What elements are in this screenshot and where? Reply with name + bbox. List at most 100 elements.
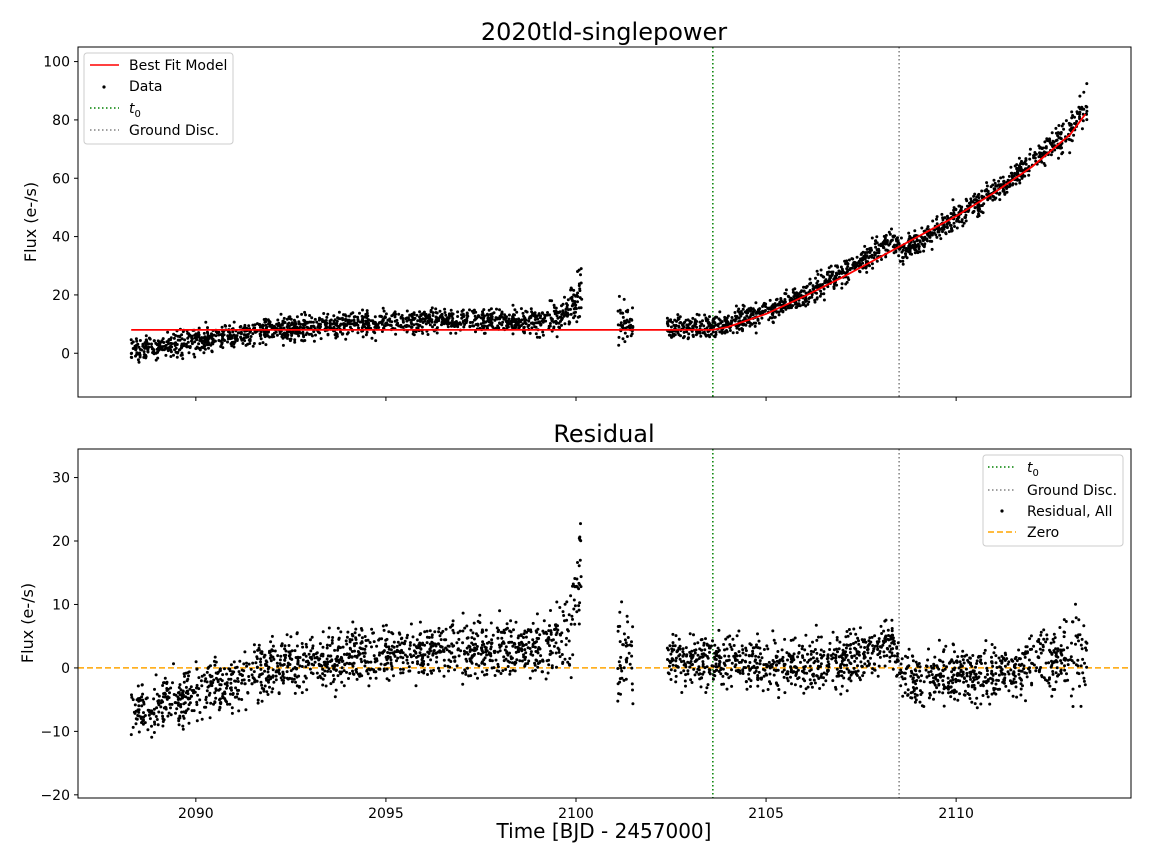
residual-point (470, 636, 474, 640)
data-point (917, 247, 921, 251)
residual-point (527, 629, 531, 632)
data-point (569, 312, 573, 316)
data-point (677, 317, 681, 321)
data-point (757, 321, 761, 325)
data-point (502, 317, 506, 321)
top-ytick-label: 0 (61, 346, 70, 362)
data-point (1010, 174, 1014, 178)
residual-point (152, 697, 156, 701)
data-point (666, 324, 670, 328)
data-point (679, 321, 683, 324)
residual-point (520, 659, 524, 663)
data-point (265, 333, 269, 337)
residual-point (803, 679, 807, 683)
data-point (304, 313, 307, 317)
data-point (511, 332, 515, 336)
data-point (833, 276, 837, 280)
data-point (908, 242, 912, 246)
data-point (904, 252, 907, 256)
residual-point (464, 672, 468, 676)
data-point (1028, 147, 1032, 151)
data-point (930, 239, 934, 243)
residual-point (329, 682, 333, 686)
residual-point (141, 715, 145, 719)
data-point (796, 293, 800, 297)
residual-point (150, 724, 153, 728)
residual-point (518, 659, 522, 663)
residual-point (237, 709, 241, 713)
residual-point (153, 687, 156, 691)
residual-point (347, 677, 350, 680)
data-point (900, 250, 904, 254)
residual-point (831, 652, 835, 656)
data-point (528, 331, 532, 335)
residual-point (499, 672, 503, 675)
data-point (808, 277, 812, 281)
data-point (261, 341, 265, 345)
data-point (920, 226, 924, 230)
data-point (576, 295, 580, 298)
data-point (1043, 164, 1047, 167)
data-point (181, 330, 185, 334)
residual-point (183, 701, 187, 705)
residual-point (983, 661, 987, 665)
residual-point (619, 666, 623, 670)
data-point (295, 325, 299, 329)
residual-point (406, 661, 410, 665)
data-point (1051, 144, 1054, 148)
data-point (258, 332, 262, 336)
residual-point (451, 628, 455, 632)
residual-point (271, 687, 275, 691)
residual-point (958, 692, 962, 696)
data-point (515, 310, 519, 314)
residual-point (482, 642, 486, 646)
residual-point (831, 679, 835, 683)
residual-point (247, 662, 251, 666)
residual-point (1082, 624, 1086, 628)
residual-point (1079, 704, 1083, 708)
data-point (757, 309, 761, 313)
top-legend-box (83, 52, 234, 145)
residual-point (363, 659, 367, 663)
residual-point (339, 630, 343, 634)
residual-point (789, 675, 792, 679)
residual-point (181, 714, 185, 718)
residual-point (307, 661, 311, 665)
residual-point (723, 648, 726, 652)
data-point (483, 331, 487, 335)
residual-point (199, 679, 203, 683)
residual-point (355, 654, 359, 658)
residual-point (1045, 637, 1049, 641)
residual-point (214, 687, 218, 691)
residual-point (489, 645, 493, 649)
residual-point (431, 653, 435, 657)
residual-point (524, 635, 528, 639)
residual-point (366, 672, 370, 676)
data-point (337, 310, 341, 314)
residual-point (296, 659, 300, 663)
residual-point (170, 702, 174, 706)
data-point (144, 334, 148, 338)
data-point (972, 198, 976, 202)
data-point (616, 309, 620, 313)
residual-point (244, 708, 248, 712)
data-point (297, 320, 301, 324)
residual-point (245, 664, 249, 668)
residual-point (210, 674, 214, 678)
data-point (901, 256, 905, 259)
residual-point (468, 650, 472, 653)
residual-point (850, 670, 854, 674)
data-point (741, 329, 744, 333)
residual-point (619, 655, 623, 659)
data-point (788, 306, 792, 310)
residual-point (289, 635, 293, 639)
residual-point (954, 690, 958, 694)
residual-point (907, 647, 911, 651)
residual-point (523, 629, 527, 633)
data-point (416, 319, 420, 323)
residual-point (398, 643, 402, 647)
data-point (228, 324, 232, 328)
data-point (578, 296, 582, 300)
residual-point (372, 654, 376, 658)
residual-point (364, 644, 368, 648)
